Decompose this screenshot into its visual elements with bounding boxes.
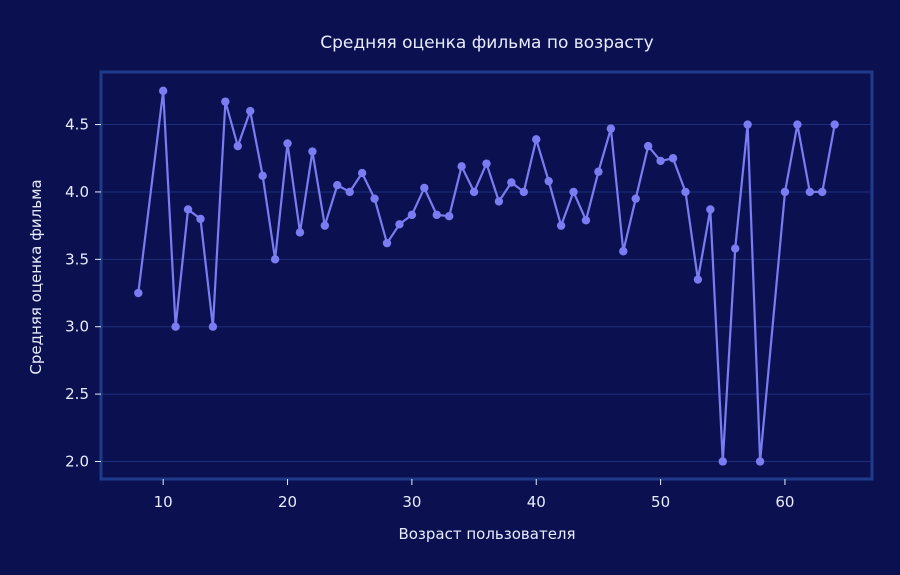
data-point [308,147,317,156]
data-point [420,183,429,193]
data-point [556,221,566,230]
y-axis-title: Средняя оценка фильма [27,179,45,374]
data-point [196,214,205,224]
data-point [233,141,242,151]
data-point [507,178,516,187]
data-point [818,187,827,197]
data-point [743,120,752,129]
y-tick-label: 2.0 [65,452,89,470]
data-point [345,187,354,197]
x-tick-label: 40 [527,493,546,511]
x-axis-title: Возраст пользователя [398,525,575,543]
data-point [793,120,802,129]
data-point [681,187,690,197]
data-point [457,162,466,171]
data-point [780,187,790,197]
data-point [594,167,603,176]
data-point [731,244,740,253]
data-point [718,457,727,466]
data-point [494,197,504,206]
data-point [569,187,578,197]
y-axis: 2.0 2.5 3.0 3.5 4.0 4.5 [65,116,101,470]
data-point [183,205,193,214]
data-point [606,124,616,133]
data-point [407,210,417,220]
x-tick-label: 20 [278,493,297,511]
data-point [469,187,479,197]
data-point [482,159,491,168]
series-points [134,86,839,466]
data-point [656,156,665,166]
data-point [171,322,180,331]
y-tick-label: 3.5 [65,250,89,268]
data-point [395,220,404,229]
data-point [619,247,628,256]
data-point [283,139,292,148]
data-point [830,120,839,129]
data-point [333,181,342,190]
data-point [208,322,218,331]
chart-title: Средняя оценка фильма по возрасту [320,33,654,53]
data-point [668,154,678,163]
data-point [320,221,330,230]
data-point [755,457,765,466]
data-point [519,187,529,197]
data-point [270,255,280,264]
y-tick-label: 4.5 [65,116,89,134]
y-tick-label: 2.5 [65,385,89,403]
data-point [258,171,267,180]
data-point [532,135,541,144]
y-tick-label: 4.0 [65,183,89,201]
data-point [370,194,379,203]
data-point [805,187,815,197]
data-point [631,194,640,203]
data-point [134,288,143,298]
x-tick-label: 50 [651,493,670,511]
plot-frame [99,70,874,481]
y-tick-label: 3.0 [65,318,89,336]
data-point [544,176,553,186]
data-point [382,238,392,248]
data-point [295,228,305,237]
plot-background [101,72,872,479]
data-point [158,86,168,96]
x-tick-label: 30 [402,493,421,511]
data-point [246,106,255,116]
data-point [357,168,367,178]
data-point [706,205,715,214]
data-point [221,97,230,106]
data-point [643,141,653,151]
x-tick-label: 10 [154,493,173,511]
plot-area [99,70,874,481]
x-tick-label: 60 [775,493,794,511]
data-point [581,216,591,225]
data-point [432,210,441,220]
x-axis: 10 20 30 40 50 60 [154,479,794,511]
data-point [444,212,454,221]
data-point [693,275,703,284]
